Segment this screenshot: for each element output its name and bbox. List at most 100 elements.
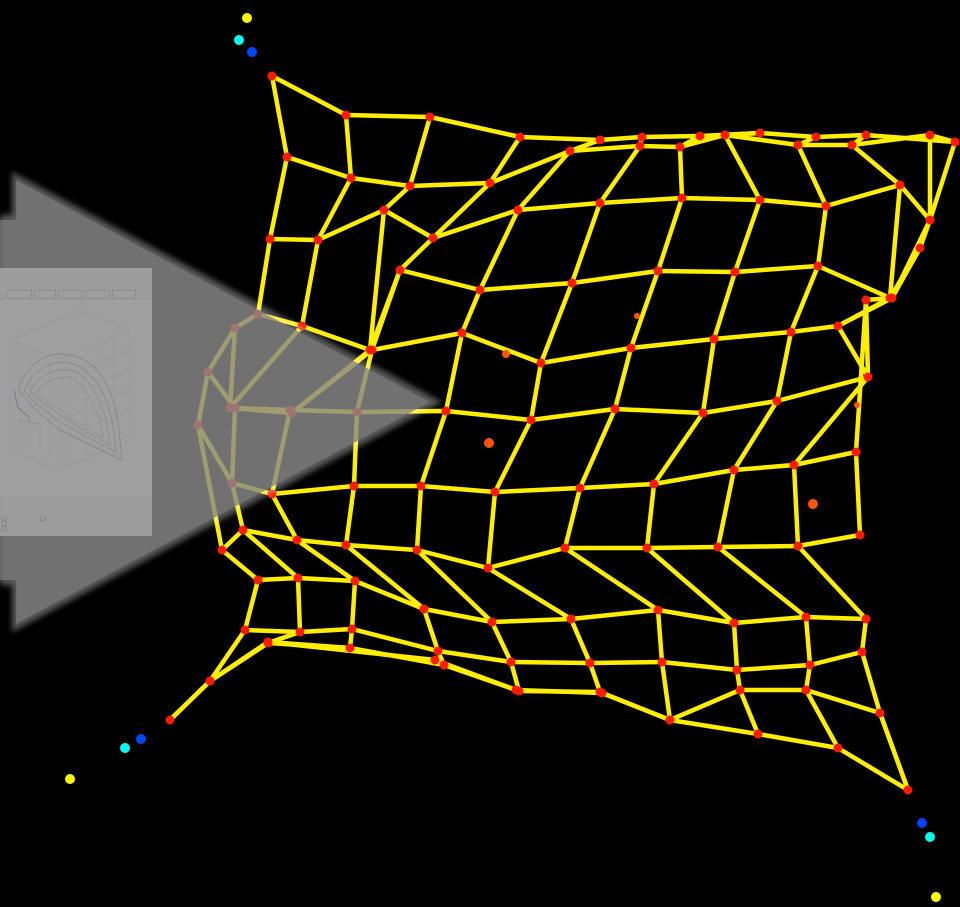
mesh-edge-horizontal	[597, 195, 685, 206]
mesh-edge-vertical	[267, 154, 290, 242]
mesh-node	[855, 530, 865, 540]
mesh-node	[925, 130, 935, 140]
mesh-edge-vertical	[369, 267, 403, 353]
mesh-node	[915, 243, 925, 253]
mesh-edge-horizontal	[167, 678, 213, 723]
mesh-edge-horizontal	[430, 207, 521, 241]
mesh-node	[263, 637, 273, 647]
mesh-edge-vertical	[853, 297, 869, 455]
mesh-edge-horizontal	[711, 329, 794, 342]
mesh-edge-horizontal	[795, 532, 863, 549]
mesh-edge-vertical	[562, 545, 661, 613]
mesh-edge-vertical	[430, 180, 493, 241]
mesh-edge-horizontal	[508, 659, 593, 666]
mesh-edge-horizontal	[722, 132, 801, 148]
mesh-edge-vertical	[731, 398, 780, 473]
mesh-node	[253, 575, 263, 585]
mesh-edge-horizontal	[897, 182, 933, 223]
mesh-edge-horizontal	[284, 154, 354, 181]
mesh-edge-vertical	[269, 491, 300, 543]
mesh-edge-vertical	[655, 607, 665, 665]
mesh-edge-horizontal	[515, 200, 603, 213]
mesh-edge-vertical	[528, 360, 544, 423]
mesh-node	[490, 487, 500, 497]
mesh-edge-vertical	[569, 200, 603, 286]
mesh-edge-horizontal	[835, 745, 911, 793]
mesh-edge-horizontal	[418, 483, 498, 495]
mesh-edge-vertical	[562, 485, 583, 551]
mesh-edge-horizontal	[803, 614, 869, 622]
mesh-edge-horizontal	[813, 132, 869, 140]
mesh-node	[786, 327, 796, 337]
mesh-node	[720, 130, 730, 140]
mesh-node	[595, 198, 605, 208]
mesh-node	[857, 647, 867, 657]
mesh-node	[793, 140, 803, 150]
mesh-node	[282, 152, 292, 162]
mesh-node	[430, 655, 440, 665]
mesh-edge-horizontal	[667, 717, 761, 737]
mesh-node	[801, 612, 811, 622]
mesh-edge-vertical	[715, 544, 809, 620]
mesh-node	[642, 543, 652, 553]
mesh-node	[346, 173, 356, 183]
mesh-node	[730, 267, 740, 277]
mesh-edge-horizontal	[757, 130, 819, 140]
mesh-node	[313, 235, 323, 245]
mesh-node	[566, 614, 576, 624]
mesh-edge-horizontal	[577, 481, 657, 491]
mesh-edge-horizontal	[407, 180, 493, 189]
mesh-edge-vertical	[737, 687, 761, 737]
mesh-node	[653, 266, 663, 276]
mesh-edge-horizontal	[528, 406, 618, 423]
mesh-edge-vertical	[677, 144, 685, 201]
mesh-edge-vertical	[803, 614, 813, 668]
mesh-edge-horizontal	[667, 687, 743, 723]
mesh-edge-vertical	[815, 203, 829, 269]
mesh-node	[585, 658, 595, 668]
mesh-edge-horizontal	[644, 544, 721, 551]
mesh-node	[395, 265, 405, 275]
mesh-node	[165, 715, 175, 725]
mesh-node	[665, 715, 675, 725]
marker-blue	[917, 818, 927, 828]
mesh-edge-vertical	[788, 263, 821, 335]
marker-cyan	[120, 743, 130, 753]
mesh-edge-horizontal	[639, 133, 703, 140]
mesh-node	[267, 71, 277, 81]
mesh-edge-vertical	[418, 408, 449, 489]
mesh-edge-horizontal	[348, 175, 413, 189]
mesh-edge-vertical	[459, 287, 483, 336]
mesh-edge-horizontal	[414, 547, 491, 571]
mesh-node	[635, 141, 645, 151]
mesh-node	[513, 205, 523, 215]
mesh-node	[610, 404, 620, 414]
mesh-node	[653, 605, 663, 615]
mesh-edge-horizontal	[343, 112, 433, 120]
mesh-edge-vertical	[711, 269, 738, 342]
mesh-node	[813, 261, 823, 271]
mesh-edge-horizontal	[569, 268, 661, 286]
mesh-edge-horizontal	[679, 195, 763, 203]
mesh-node	[457, 328, 467, 338]
mesh-node	[698, 408, 708, 418]
mesh-edge-horizontal	[297, 626, 355, 635]
mesh-node	[833, 743, 843, 753]
mesh-edge-vertical	[397, 235, 436, 273]
mesh-edge-vertical	[343, 483, 357, 548]
mesh-node	[887, 293, 897, 303]
mesh-node	[637, 132, 647, 142]
mesh-edge-horizontal	[731, 462, 797, 473]
mesh-node	[735, 685, 745, 695]
mesh-edge-horizontal	[803, 687, 883, 716]
arrow-body	[0, 180, 430, 624]
mesh-edge-horizontal	[628, 336, 717, 351]
mesh-edge-horizontal	[427, 114, 523, 140]
mesh-edge-horizontal	[459, 330, 544, 366]
mesh-node	[847, 140, 857, 150]
mesh-edge-horizontal	[597, 134, 645, 143]
marker-yellow	[65, 774, 75, 784]
mesh-edge-horizontal	[655, 607, 737, 626]
mesh-edge-vertical	[343, 112, 354, 181]
